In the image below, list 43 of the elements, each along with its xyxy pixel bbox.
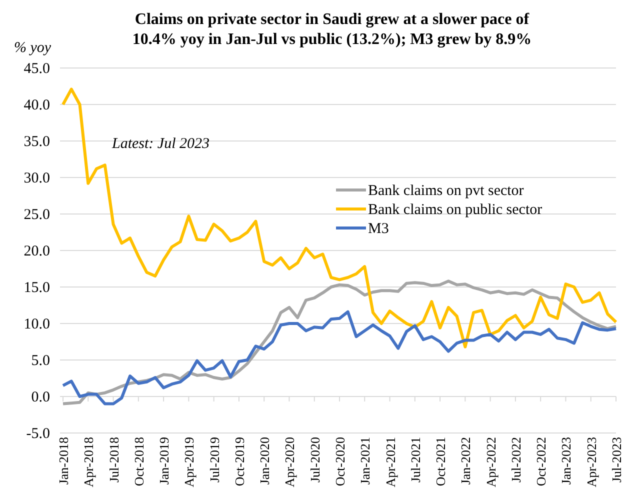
- x-tick-label: Oct-2019: [232, 437, 247, 486]
- x-tick-label: Apr-2021: [382, 437, 398, 488]
- x-tick-label: Jan-2023: [558, 437, 574, 485]
- line-series: [62, 88, 618, 348]
- x-tick-label: Jul-2018: [106, 437, 122, 482]
- x-tick-label: Apr-2023: [584, 437, 599, 488]
- y-tick-label: 10.0: [24, 316, 50, 332]
- y-tick-label: -5.0: [26, 426, 50, 442]
- x-tick-label: Jan-2019: [156, 437, 172, 485]
- x-tick-label: Apr-2019: [182, 437, 197, 488]
- y-tick-label: 40.0: [24, 97, 50, 114]
- y-tick-label: 5.0: [31, 352, 50, 369]
- y-tick-label: 35.0: [24, 134, 50, 150]
- legend-label: Bank claims on pvt sector: [368, 183, 524, 199]
- x-tick-label: Oct-2018: [131, 437, 146, 486]
- x-tick-label: Oct-2020: [332, 437, 348, 486]
- x-tick-label: Oct-2021: [433, 437, 448, 486]
- y-axis-title: % yoy: [14, 40, 52, 56]
- chart-title: Claims on private sector in Saudi grew at a slower pace of 10.4% yoy in Jan-Jul vs public (13.2%); M3 grew by 8.9%: [132, 11, 532, 48]
- x-tick-label: Jan-2018: [56, 437, 71, 485]
- x-tick-label: Jan-2022: [458, 437, 474, 485]
- y-tick-label: 15.0: [24, 280, 50, 296]
- y-tick-label: 45.0: [24, 60, 50, 77]
- y-tick-label: 20.0: [24, 243, 50, 260]
- line-series: [62, 280, 618, 406]
- line-series: [62, 310, 618, 406]
- x-tick-label: Jul-2019: [206, 437, 222, 482]
- x-tick-label: Jan-2020: [257, 437, 272, 485]
- x-tick-label: Oct-2022: [534, 437, 549, 486]
- y-tick-label: 25.0: [24, 206, 50, 223]
- x-tick-label: Apr-2020: [282, 437, 298, 488]
- x-tick-label: Jul-2021: [408, 437, 423, 482]
- legend-label: M3: [368, 221, 389, 237]
- x-tick-label: Jul-2023: [609, 437, 624, 482]
- annotation: Latest: Jul 2023: [111, 136, 210, 152]
- x-tick-label: Apr-2022: [483, 437, 498, 488]
- y-tick-label: 30.0: [24, 170, 50, 186]
- y-tick-label: 0.0: [31, 389, 50, 406]
- x-tick-label: Jul-2022: [508, 437, 524, 482]
- x-tick-label: Jan-2021: [358, 437, 373, 485]
- x-tick-label: Apr-2018: [81, 437, 96, 488]
- x-tick-label: Jul-2020: [307, 437, 322, 482]
- legend-label: Bank claims on public sector: [368, 202, 542, 218]
